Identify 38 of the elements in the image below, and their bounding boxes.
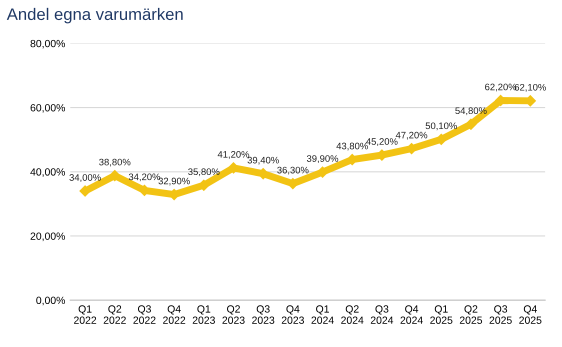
x-tick-label: Q4 2024: [400, 305, 423, 324]
x-tick-label: Q2 2023: [222, 305, 245, 324]
x-tick-label: Q3 2023: [252, 305, 274, 324]
data-label: 35,80%: [188, 168, 220, 176]
data-label: 43,80%: [336, 142, 368, 150]
data-label: 34,20%: [128, 173, 160, 182]
point: [79, 185, 91, 197]
x-tick-label: Q1 2024: [311, 305, 334, 324]
chart-title: Andel egna varumärken: [6, 8, 183, 24]
x-tick-label: Q4 2025: [519, 305, 542, 324]
data-label: 47,20%: [396, 132, 428, 140]
x-tick-label: Q3 2025: [490, 305, 512, 324]
x-tick-label: Q1 2023: [192, 305, 215, 324]
x-tick-label: Q1 2022: [74, 305, 96, 324]
x-tick-label: Q3 2024: [370, 305, 394, 324]
data-label: 45,20%: [366, 138, 398, 146]
data-label: 39,90%: [306, 155, 338, 163]
y-tick-label: 0,00%: [36, 296, 66, 306]
data-label: 39,40%: [248, 156, 279, 165]
x-tick-label: Q4 2022: [163, 305, 186, 324]
x-tick-label: Q2 2022: [104, 305, 126, 324]
y-tick-label: 80,00%: [30, 40, 66, 48]
x-tick-label: Q2 2024: [341, 305, 364, 324]
x-tick-label: Q3 2022: [133, 305, 156, 324]
y-tick-label: 60,00%: [30, 104, 66, 113]
data-label: 34,00%: [69, 174, 101, 182]
point: [109, 170, 120, 182]
y-tick-label: 20,00%: [30, 232, 66, 242]
data-label: 32,90%: [158, 178, 190, 186]
point: [465, 118, 477, 130]
x-tick-label: Q4 2023: [282, 305, 304, 324]
data-label: 38,80%: [99, 158, 130, 167]
data-label: 41,20%: [218, 151, 250, 159]
data-label: 50,10%: [426, 122, 457, 130]
y-tick-label: 40,00%: [30, 168, 66, 177]
data-label: 36,30%: [277, 166, 309, 175]
x-tick-label: Q2 2025: [460, 305, 482, 324]
x-tick-label: Q1 2025: [430, 305, 452, 324]
